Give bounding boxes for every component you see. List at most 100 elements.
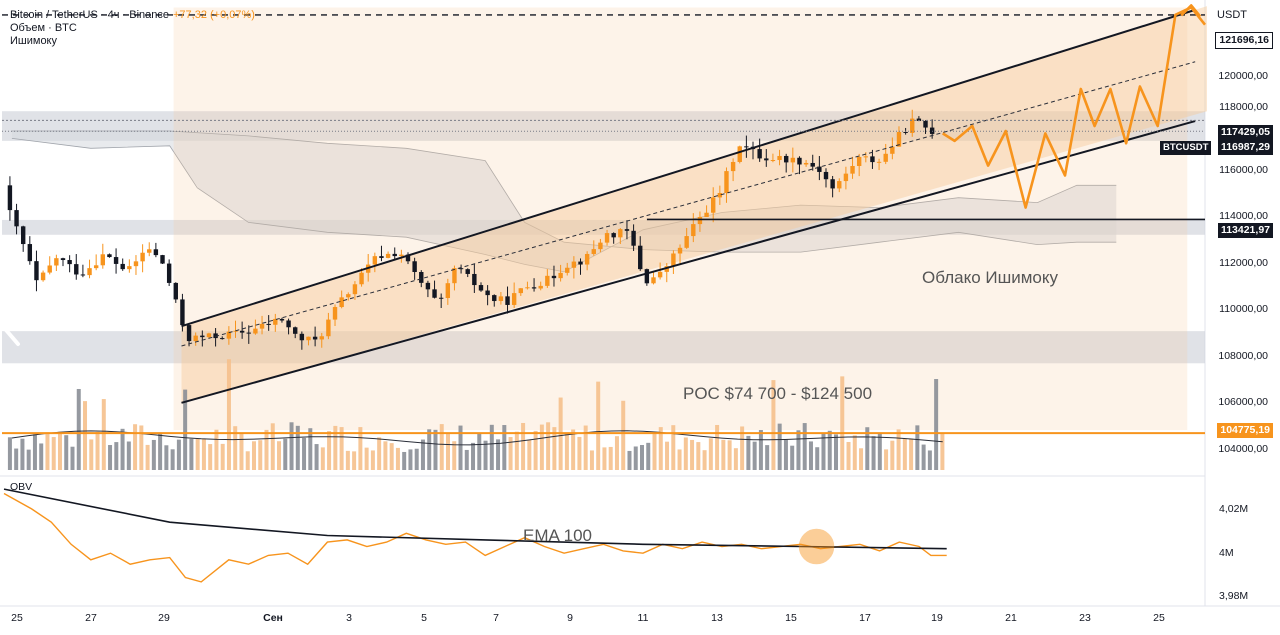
volume-indicator-label[interactable]: Объем · BTC	[10, 22, 77, 34]
candle-body	[697, 216, 703, 225]
candle	[744, 135, 749, 158]
volume-bar	[108, 445, 113, 470]
volume-bar	[646, 442, 651, 470]
volume-bar	[815, 447, 820, 470]
candle	[485, 285, 490, 306]
x-tick: 23	[1079, 612, 1091, 624]
y-tick: 104000,00	[1218, 443, 1268, 455]
volume-bar	[671, 425, 676, 470]
candle-body	[87, 268, 92, 276]
volume-bar	[308, 428, 313, 470]
candle-body	[863, 156, 869, 158]
y-tick: 112000,00	[1219, 257, 1268, 269]
volume-bar	[233, 426, 238, 470]
candle	[783, 153, 789, 173]
price-change: +77,32 (+0,07%)	[173, 9, 255, 21]
candle	[445, 278, 451, 305]
volume-bar	[183, 389, 188, 470]
candle-body	[220, 338, 225, 340]
candle-body	[810, 162, 815, 167]
candle	[618, 227, 623, 245]
candle-body	[140, 252, 145, 262]
candle	[810, 154, 815, 171]
symbol-row[interactable]: Bitcoin / TetherUS · 4ч · Binance +77,32 …	[10, 9, 255, 22]
candle	[93, 254, 99, 271]
candle	[797, 156, 802, 175]
candle	[876, 158, 882, 171]
volume-bar	[865, 427, 870, 470]
candle	[299, 331, 305, 350]
ema-100-label: EMA 100	[523, 526, 592, 545]
candle-body	[890, 146, 895, 154]
volume-bar	[20, 438, 25, 470]
candle-body	[850, 165, 855, 174]
candle	[704, 205, 709, 218]
candle	[657, 262, 663, 280]
volume-bar	[577, 436, 582, 470]
candle	[339, 290, 344, 309]
ichimoku-span-2	[11, 130, 1117, 253]
candle	[565, 262, 570, 276]
volume-bar	[539, 424, 544, 470]
volume-bar	[708, 438, 713, 470]
volume-bar	[702, 450, 707, 470]
candle	[425, 280, 431, 298]
candle-body	[691, 224, 696, 237]
candle-body	[412, 261, 417, 273]
candle	[571, 256, 577, 279]
candle-body	[677, 247, 683, 254]
candle-body	[226, 331, 232, 339]
obv-label[interactable]: OBV	[10, 481, 33, 493]
y-tick: 108000,00	[1218, 350, 1268, 362]
candle-body	[67, 260, 72, 265]
volume-bar	[827, 430, 832, 470]
volume-bar	[552, 427, 557, 470]
ichimoku-indicator-label[interactable]: Ишимоку	[10, 35, 57, 47]
y-tick: 116000,00	[1219, 164, 1268, 176]
volume-bar	[333, 425, 338, 470]
candle-body	[438, 297, 444, 299]
volume-bar	[57, 431, 62, 470]
candle	[757, 138, 762, 162]
candle	[239, 321, 245, 339]
volume-bar	[583, 425, 588, 470]
volume-bar	[226, 359, 231, 470]
x-tick: Сен	[263, 612, 283, 624]
volume-bar	[940, 433, 945, 470]
volume-bar	[489, 424, 494, 470]
candle	[545, 269, 550, 288]
candle	[711, 187, 716, 223]
volume-bar	[715, 424, 720, 470]
volume-bar	[70, 446, 75, 470]
volume-bar	[220, 443, 225, 470]
volume-bar	[896, 429, 901, 470]
candle-body	[259, 323, 265, 329]
candle	[644, 268, 650, 286]
candle-body	[372, 256, 378, 265]
volume-bar	[508, 437, 513, 470]
volume-bar	[614, 436, 619, 470]
candle-body	[160, 255, 165, 264]
volume-bar	[277, 441, 282, 470]
candle-body	[206, 333, 212, 338]
candle	[34, 250, 39, 292]
candle-body	[299, 333, 305, 341]
volume-bar	[483, 440, 488, 470]
candle	[326, 312, 331, 340]
obv-highlight-circle	[798, 528, 835, 565]
candle	[677, 244, 683, 265]
candle	[724, 167, 729, 203]
volume-bar	[7, 437, 12, 470]
volume-bar	[633, 446, 638, 470]
candle-body	[770, 160, 776, 162]
candle-body	[856, 156, 862, 166]
chevron-left-icon[interactable]	[0, 310, 28, 350]
candle	[392, 247, 397, 260]
volume-bar	[884, 449, 889, 470]
candle	[160, 254, 165, 265]
candle	[147, 242, 152, 257]
candle	[113, 248, 119, 274]
y-tick: 106000,00	[1218, 396, 1268, 408]
